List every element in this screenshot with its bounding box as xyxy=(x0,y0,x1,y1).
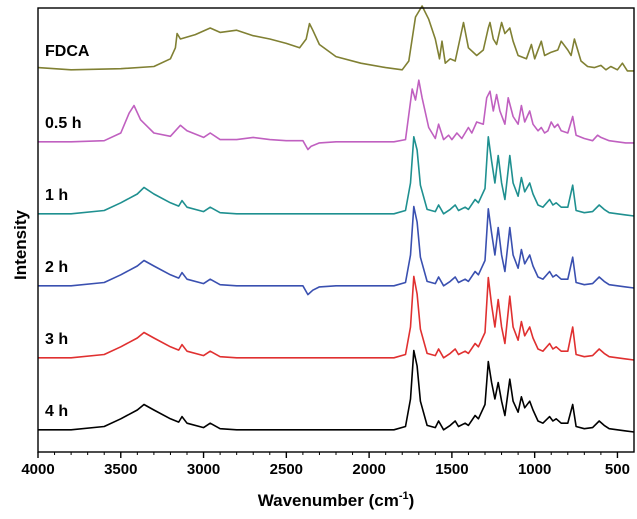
series-line-1-h xyxy=(38,136,635,217)
x-axis-title-superscript: -1 xyxy=(399,490,409,502)
series-label-2-h: 2 h xyxy=(45,259,68,276)
x-tick-label: 2000 xyxy=(352,461,385,478)
spectra-traces xyxy=(37,5,635,433)
series-line-2-h xyxy=(38,205,635,296)
series-line-fdca xyxy=(37,5,634,72)
series-line-0-5-h xyxy=(38,79,634,151)
x-tick-label: 3000 xyxy=(187,461,220,478)
x-tick-label: 3500 xyxy=(104,461,137,478)
series-label-4-h: 4 h xyxy=(45,403,68,420)
x-axis-title-main: Wavenumber (cm xyxy=(258,491,399,510)
x-tick-label: 4000 xyxy=(21,461,54,478)
x-tick-label: 1500 xyxy=(435,461,468,478)
y-axis-title: Intensity xyxy=(11,210,30,280)
x-tick-label: 1000 xyxy=(518,461,551,478)
series-label-3-h: 3 h xyxy=(45,331,68,348)
series-label-fdca: FDCA xyxy=(45,43,90,60)
x-tick-label: 2500 xyxy=(270,461,303,478)
x-axis-ticks: 4000 3500 3000 2500 2000 1500 1000 500 xyxy=(21,452,630,478)
x-axis-title: Wavenumber (cm-1) xyxy=(258,490,415,510)
series-line-4-h xyxy=(38,349,635,433)
series-line-3-h xyxy=(38,275,635,361)
series-label-1-h: 1 h xyxy=(45,187,68,204)
x-tick-label: 500 xyxy=(605,461,630,478)
x-axis-title-end: ) xyxy=(409,491,415,510)
series-label-0-5-h: 0.5 h xyxy=(45,115,81,132)
series-labels: FDCA 0.5 h 1 h 2 h 3 h 4 h xyxy=(45,43,90,420)
plot-frame xyxy=(37,7,635,453)
